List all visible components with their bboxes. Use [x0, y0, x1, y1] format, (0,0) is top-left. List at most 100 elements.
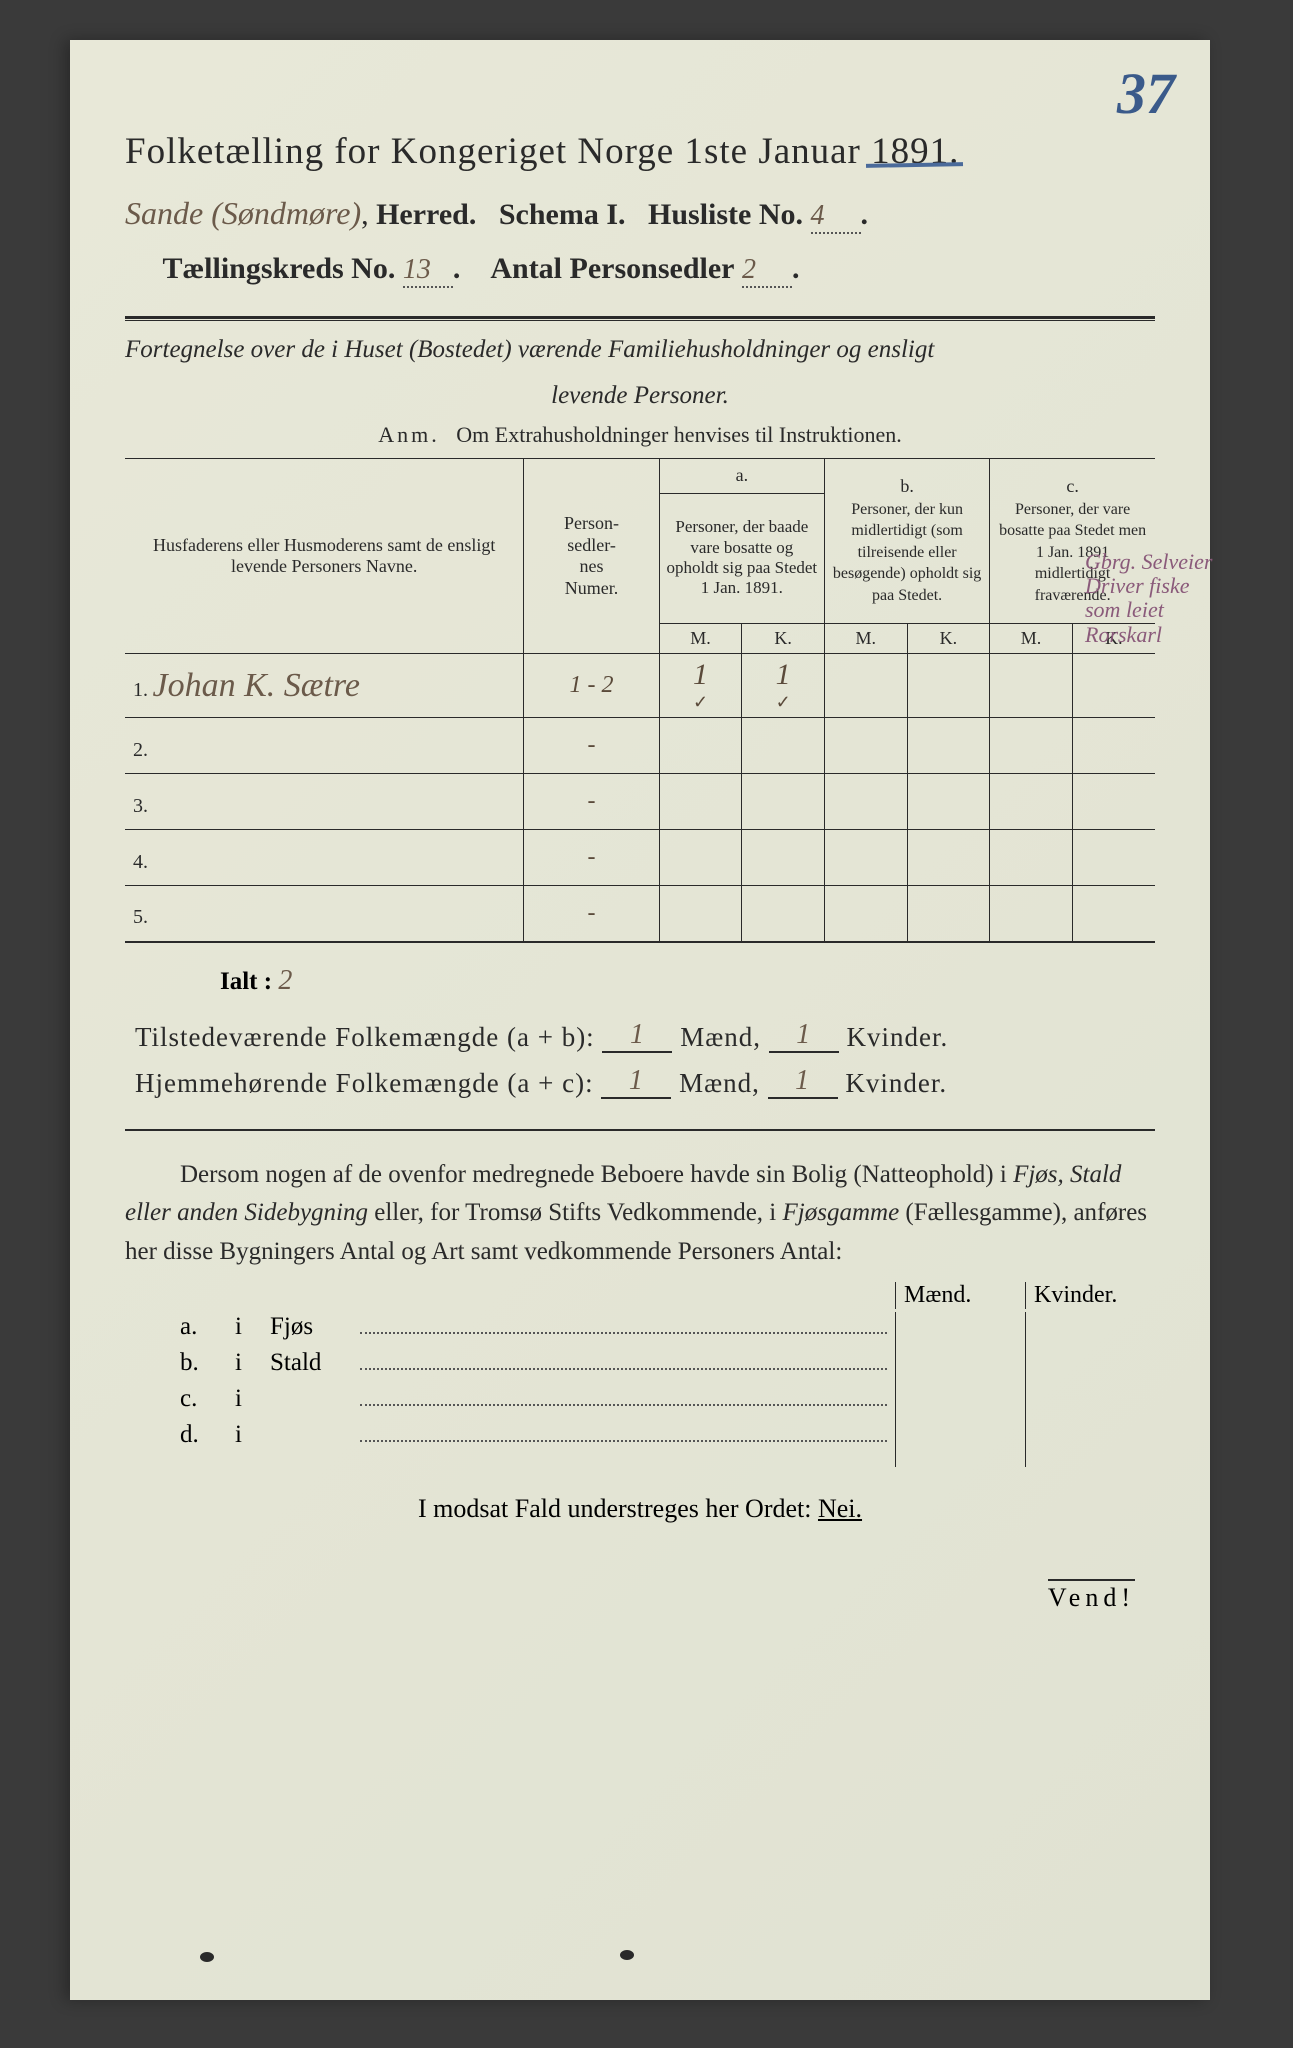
paragraph: Dersom nogen af de ovenfor medregnede Be…: [125, 1156, 1155, 1272]
totals-row2: Hjemmehørende Folkemængde (a + c): 1 Mæn…: [135, 1065, 1155, 1099]
sublist-i: i: [235, 1421, 270, 1449]
cell-cm: [990, 718, 1073, 774]
cell-ck: [1072, 718, 1155, 774]
cell-num: 1 - 2: [524, 654, 659, 718]
row2-m: 1: [601, 1065, 671, 1099]
sublist-dots: [360, 1332, 887, 1334]
maend-label2: Mænd,: [679, 1068, 760, 1098]
cell-ak: [742, 886, 825, 942]
hdr-bm: M.: [824, 623, 907, 654]
sublist-kvinder: Kvinder.: [1025, 1282, 1155, 1309]
totals-row1: Tilstedeværende Folkemængde (a + b): 1 M…: [135, 1019, 1155, 1053]
para-t2: eller, for Tromsø Stifts Vedkommende, i: [368, 1199, 783, 1226]
ink-spot: [200, 1952, 214, 1962]
cell-am: [659, 886, 742, 942]
table-row: 4. -: [125, 830, 1155, 886]
col-a-label: a.: [659, 459, 824, 494]
document-page: 37 Folketælling for Kongeriget Norge 1st…: [70, 40, 1210, 2000]
cell-ak: [742, 830, 825, 886]
cell-cm: [990, 886, 1073, 942]
maend-label: Mænd,: [680, 1022, 761, 1052]
sublist: Mænd. Kvinder. a. i Fjøs b. i Stald c. i…: [125, 1282, 1155, 1449]
row1-k: 1: [769, 1019, 839, 1053]
sublist-dots: [360, 1368, 887, 1370]
herred-label: Herred.: [376, 198, 476, 231]
husliste-label: Husliste No.: [648, 198, 803, 231]
cell-bk: [907, 718, 990, 774]
cell-num: -: [524, 886, 659, 942]
cell-cm: [990, 830, 1073, 886]
sublist-nm: Stald: [270, 1349, 360, 1377]
kvinder-label: Kvinder.: [846, 1022, 948, 1052]
cell-num: -: [524, 774, 659, 830]
husliste-no: 4: [811, 200, 861, 234]
sublist-dots: [360, 1404, 887, 1406]
para-t1: Dersom nogen af de ovenfor medregnede Be…: [180, 1161, 1013, 1188]
cell-cm: [990, 654, 1073, 718]
cell-am: 1✓: [659, 654, 742, 718]
margin-note: Gbrg. Selveier Driver fiske som leiet Ro…: [1085, 550, 1215, 647]
herred-name: Sande (Søndmøre): [125, 195, 361, 231]
table-row: 5. -: [125, 886, 1155, 942]
intro-line1: Fortegnelse over de i Huset (Bostedet) v…: [125, 331, 1155, 369]
intro-line2: levende Personer.: [125, 377, 1155, 415]
main-table: Husfaderens eller Husmoderens samt de en…: [125, 458, 1155, 943]
cell-bm: [824, 718, 907, 774]
row1-m: 1: [602, 1019, 672, 1053]
divider-double: [125, 316, 1155, 321]
header-line3: Tællingskreds No. 13. Antal Personsedler…: [125, 252, 1155, 288]
kvinder-label2: Kvinder.: [845, 1068, 947, 1098]
table-row: 3. -: [125, 774, 1155, 830]
divider-single: [125, 1129, 1155, 1131]
cell-ck: [1072, 886, 1155, 942]
ialt-label: Ialt :: [220, 968, 272, 995]
antal-label: Antal Personsedler: [490, 252, 734, 285]
cell-bm: [824, 774, 907, 830]
cell-am: [659, 830, 742, 886]
cell-ck: [1072, 774, 1155, 830]
modsat-line: I modsat Fald understreges her Ordet: Ne…: [125, 1494, 1155, 1524]
cell-bm: [824, 886, 907, 942]
table-row: 1. Johan K. Sætre 1 - 2 1✓ 1✓: [125, 654, 1155, 718]
cell-ak: [742, 774, 825, 830]
para-em2: Fjøsgamme: [783, 1199, 900, 1226]
cell-cm: [990, 774, 1073, 830]
cell-am: [659, 774, 742, 830]
sublist-grid: [895, 1312, 1155, 1467]
cell-num: -: [524, 830, 659, 886]
sublist-i: i: [235, 1349, 270, 1377]
cell-am: [659, 718, 742, 774]
sublist-dots: [360, 1440, 887, 1442]
modsat-nei: Nei.: [818, 1494, 862, 1523]
sublist-maend: Mænd.: [895, 1282, 1025, 1309]
cell-name: 1. Johan K. Sætre: [125, 654, 524, 718]
sublist-head: Mænd. Kvinder.: [125, 1282, 1155, 1309]
title-year: 1891.: [871, 131, 959, 172]
kreds-no: 13: [403, 254, 453, 288]
title-prefix: Folketælling for Kongeriget Norge 1ste J…: [125, 131, 861, 172]
header-line2: Sande (Søndmøre), Herred. Schema I. Husl…: [125, 195, 1155, 234]
schema-label: Schema I.: [499, 198, 626, 231]
ialt-row: Ialt : 2: [220, 965, 1155, 997]
vend-label: Vend!: [1048, 1579, 1135, 1613]
col-num: Person- sedler- nes Numer.: [524, 459, 659, 654]
col-name: Husfaderens eller Husmoderens samt de en…: [125, 459, 524, 654]
sublist-i: i: [235, 1313, 270, 1341]
cell-bk: [907, 830, 990, 886]
cell-ak: 1✓: [742, 654, 825, 718]
cell-ak: [742, 718, 825, 774]
cell-name: 2.: [125, 718, 524, 774]
cell-bk: [907, 774, 990, 830]
table-row: 2. -: [125, 718, 1155, 774]
page-number: 37: [1117, 60, 1175, 127]
hdr-ak: K.: [742, 623, 825, 654]
cell-ck: [1072, 654, 1155, 718]
hdr-am: M.: [659, 623, 742, 654]
cell-bm: [824, 654, 907, 718]
sublist-i: i: [235, 1385, 270, 1413]
cell-name: 5.: [125, 886, 524, 942]
sublist-lbl: c.: [180, 1385, 235, 1413]
col-a: Personer, der baade vare bosatte og opho…: [659, 493, 824, 623]
cell-ck: [1072, 830, 1155, 886]
ialt-value: 2: [278, 965, 292, 996]
